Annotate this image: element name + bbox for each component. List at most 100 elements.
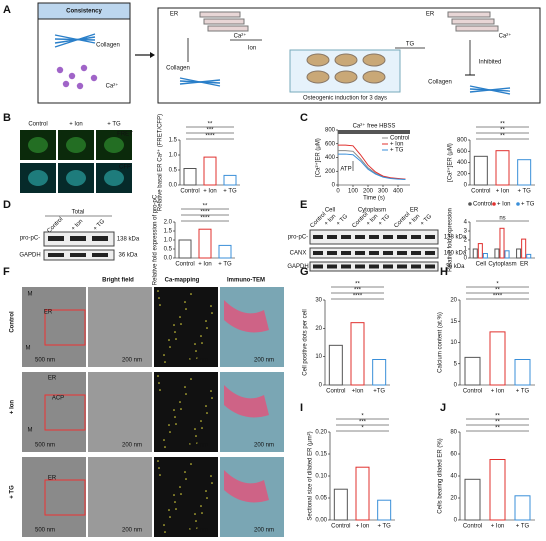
y-tick-label: 80 — [450, 430, 457, 436]
x-tick-label: 200 — [363, 189, 374, 195]
label: M — [28, 428, 33, 434]
x-tick-label: +Ion — [352, 389, 364, 395]
y-tick-label: 15 — [450, 319, 457, 325]
y-tick-label: 40 — [450, 474, 457, 480]
y-axis-label: Relative basal ER Ca²⁺ (FRET/CFP) — [157, 114, 164, 211]
label: + TG — [10, 485, 16, 499]
annotation: ** — [500, 128, 505, 134]
x-tick-label: Control — [180, 189, 199, 195]
roi — [44, 394, 86, 431]
annotation: * — [361, 414, 364, 420]
band — [313, 264, 323, 269]
panel-label: D — [3, 199, 11, 211]
label: Collagen — [428, 80, 452, 86]
label: Control — [28, 122, 47, 128]
title-band — [338, 130, 410, 134]
ca-point — [190, 293, 192, 295]
ca-point — [189, 528, 191, 530]
y-tick-label: 0 — [454, 518, 458, 524]
y-axis-label: Calcium content (at.%) — [438, 312, 444, 373]
label: Ca²⁺ — [106, 83, 119, 90]
y-tick-label: 4 — [464, 220, 468, 226]
annotation: **** — [200, 216, 210, 222]
ca-point — [184, 386, 186, 388]
well — [362, 53, 386, 67]
label: Ca-mapping — [165, 278, 200, 284]
band — [383, 264, 393, 269]
label: Immuno-TEM — [227, 278, 265, 284]
panel-label: H — [440, 266, 448, 278]
ca-point — [157, 375, 159, 377]
micrograph — [22, 287, 86, 367]
y-tick-label: 600 — [325, 141, 336, 147]
y-axis-label: Cell positive dots per cell — [303, 309, 309, 375]
arrowhead — [150, 52, 155, 58]
label: Cell — [325, 208, 335, 214]
line — [338, 144, 406, 180]
annotation: *** — [359, 420, 367, 426]
label: 500 nm — [35, 528, 55, 534]
x-tick-label: +TG — [373, 389, 385, 395]
ca-point — [175, 338, 177, 340]
y-tick-label: 200 — [325, 169, 336, 175]
band — [341, 235, 351, 239]
ca-point — [174, 501, 176, 503]
y-tick-label: 1.5 — [169, 138, 178, 144]
x-axis-label: Time (s) — [363, 196, 385, 202]
x-tick-label: Control — [175, 262, 194, 268]
ca-point — [211, 397, 213, 399]
ca-dot — [90, 74, 98, 82]
y-tick-label: 5 — [454, 361, 458, 367]
ca-point — [179, 486, 181, 488]
annotation: ** — [500, 122, 505, 128]
band — [383, 251, 393, 255]
ca-point — [158, 382, 160, 384]
bar — [350, 322, 365, 386]
ca-point — [179, 401, 181, 403]
ca-point — [189, 358, 191, 360]
label: 36 kDa — [118, 253, 138, 259]
label: GAPDH — [19, 253, 40, 259]
bar — [495, 150, 510, 186]
ca-point — [201, 512, 203, 514]
ca-point — [169, 431, 171, 433]
er-tubule — [447, 11, 491, 18]
bar — [333, 488, 348, 521]
bar — [494, 248, 500, 259]
bar — [472, 248, 478, 259]
label: 36 kDa — [445, 264, 465, 270]
label: 200 nm — [188, 528, 208, 534]
panel-label: F — [3, 266, 10, 278]
annotation: ns — [499, 216, 505, 222]
band — [355, 264, 365, 269]
micrograph — [154, 287, 218, 367]
roi — [44, 479, 86, 516]
y-tick-label: 60 — [450, 452, 457, 458]
micrograph — [154, 457, 218, 537]
bar — [526, 253, 532, 259]
band — [92, 236, 108, 241]
band — [70, 253, 86, 257]
y-axis-label: [Ca²⁺]ER (μM) — [315, 138, 322, 177]
annotation: ** — [355, 282, 360, 288]
ca-point — [206, 412, 208, 414]
annotation: *** — [206, 128, 214, 134]
y-tick-label: 20 — [450, 298, 457, 304]
annotation: **** — [200, 210, 210, 216]
band — [369, 235, 379, 239]
er-highlight — [224, 470, 269, 503]
bar — [521, 238, 527, 259]
legend-label: + TG — [390, 148, 404, 154]
ca-point — [200, 420, 202, 422]
y-tick-label: 0 — [454, 383, 458, 389]
micrograph — [88, 457, 152, 537]
ca-point — [195, 435, 197, 437]
label: Collagen — [166, 66, 190, 72]
label: 100 kDa — [444, 251, 467, 257]
band — [341, 251, 351, 255]
bar — [377, 499, 392, 521]
ca-point — [184, 471, 186, 473]
ca-point — [168, 424, 170, 426]
er-tubule — [451, 18, 495, 25]
